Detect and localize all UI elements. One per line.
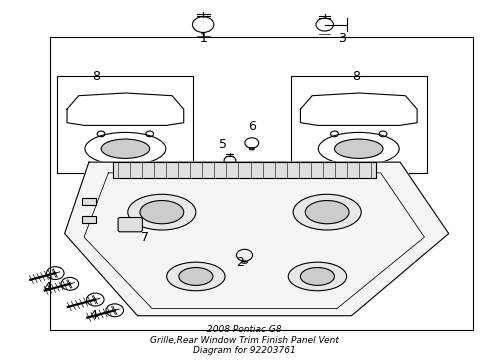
Ellipse shape <box>292 194 361 230</box>
Ellipse shape <box>166 262 224 291</box>
Ellipse shape <box>305 201 348 224</box>
Ellipse shape <box>287 262 346 291</box>
Bar <box>50 37 472 330</box>
Bar <box>57 76 193 173</box>
Text: 4: 4 <box>90 309 98 322</box>
Ellipse shape <box>140 201 183 224</box>
Bar <box>290 76 426 173</box>
Text: 5: 5 <box>218 138 226 151</box>
Text: 8: 8 <box>352 70 360 83</box>
Bar <box>81 216 96 223</box>
Ellipse shape <box>179 267 212 285</box>
Ellipse shape <box>127 194 196 230</box>
Ellipse shape <box>101 139 149 158</box>
Text: 2: 2 <box>235 256 243 269</box>
Text: 4: 4 <box>43 281 51 294</box>
Text: 6: 6 <box>247 120 255 133</box>
Text: 2008 Pontiac G8
Grille,Rear Window Trim Finish Panel Vent
Diagram for 92203761: 2008 Pontiac G8 Grille,Rear Window Trim … <box>150 325 338 355</box>
FancyBboxPatch shape <box>118 217 142 232</box>
Text: 1: 1 <box>199 32 207 45</box>
Ellipse shape <box>300 267 334 285</box>
Polygon shape <box>64 162 448 316</box>
Bar <box>81 198 96 205</box>
Text: 7: 7 <box>141 231 148 244</box>
Text: 8: 8 <box>92 70 100 83</box>
Ellipse shape <box>334 139 382 158</box>
Polygon shape <box>113 162 375 178</box>
Text: 3: 3 <box>337 32 345 45</box>
